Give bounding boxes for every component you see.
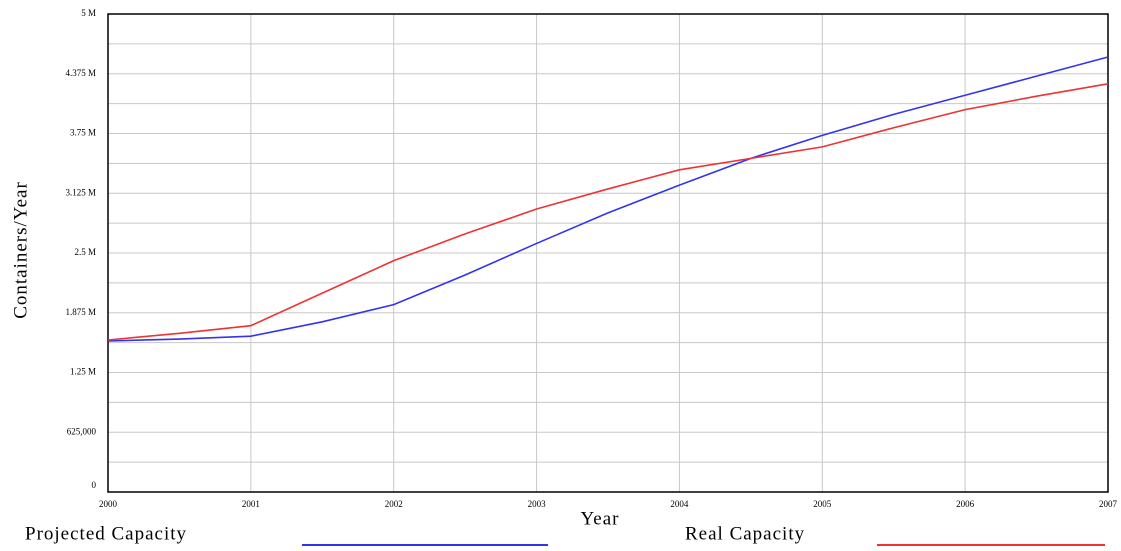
x-tick-label: 2004 bbox=[670, 499, 689, 509]
y-tick-label: 625,000 bbox=[67, 426, 97, 436]
line-series bbox=[107, 56, 1109, 342]
plot-frame bbox=[107, 13, 1109, 493]
y-tick-label: 3.125 M bbox=[65, 187, 96, 197]
y-tick-label: 1.875 M bbox=[65, 307, 96, 317]
line-series bbox=[107, 82, 1109, 341]
y-tick-label: 5 M bbox=[81, 8, 96, 18]
x-tick-label: 2003 bbox=[528, 499, 547, 509]
x-tick-label: 2001 bbox=[242, 499, 260, 509]
x-tick-label: 2002 bbox=[385, 499, 403, 509]
legend-label: Projected Capacity bbox=[25, 523, 187, 544]
y-tick-label: 4.375 M bbox=[65, 68, 96, 78]
x-tick-label: 2007 bbox=[1099, 499, 1118, 509]
y-tick-label: 2.5 M bbox=[74, 247, 96, 257]
x-tick-label: 2000 bbox=[99, 499, 118, 509]
x-tick-label: 2005 bbox=[813, 499, 832, 509]
x-axis-label: Year bbox=[580, 508, 619, 529]
y-axis-label: Containers/Year bbox=[10, 181, 31, 319]
legend-label: Real Capacity bbox=[685, 523, 805, 544]
y-tick-label: 3.75 M bbox=[70, 128, 96, 138]
y-tick-label: 1.25 M bbox=[70, 367, 96, 377]
x-tick-label: 2006 bbox=[956, 499, 975, 509]
y-tick-label: 0 bbox=[92, 480, 97, 490]
